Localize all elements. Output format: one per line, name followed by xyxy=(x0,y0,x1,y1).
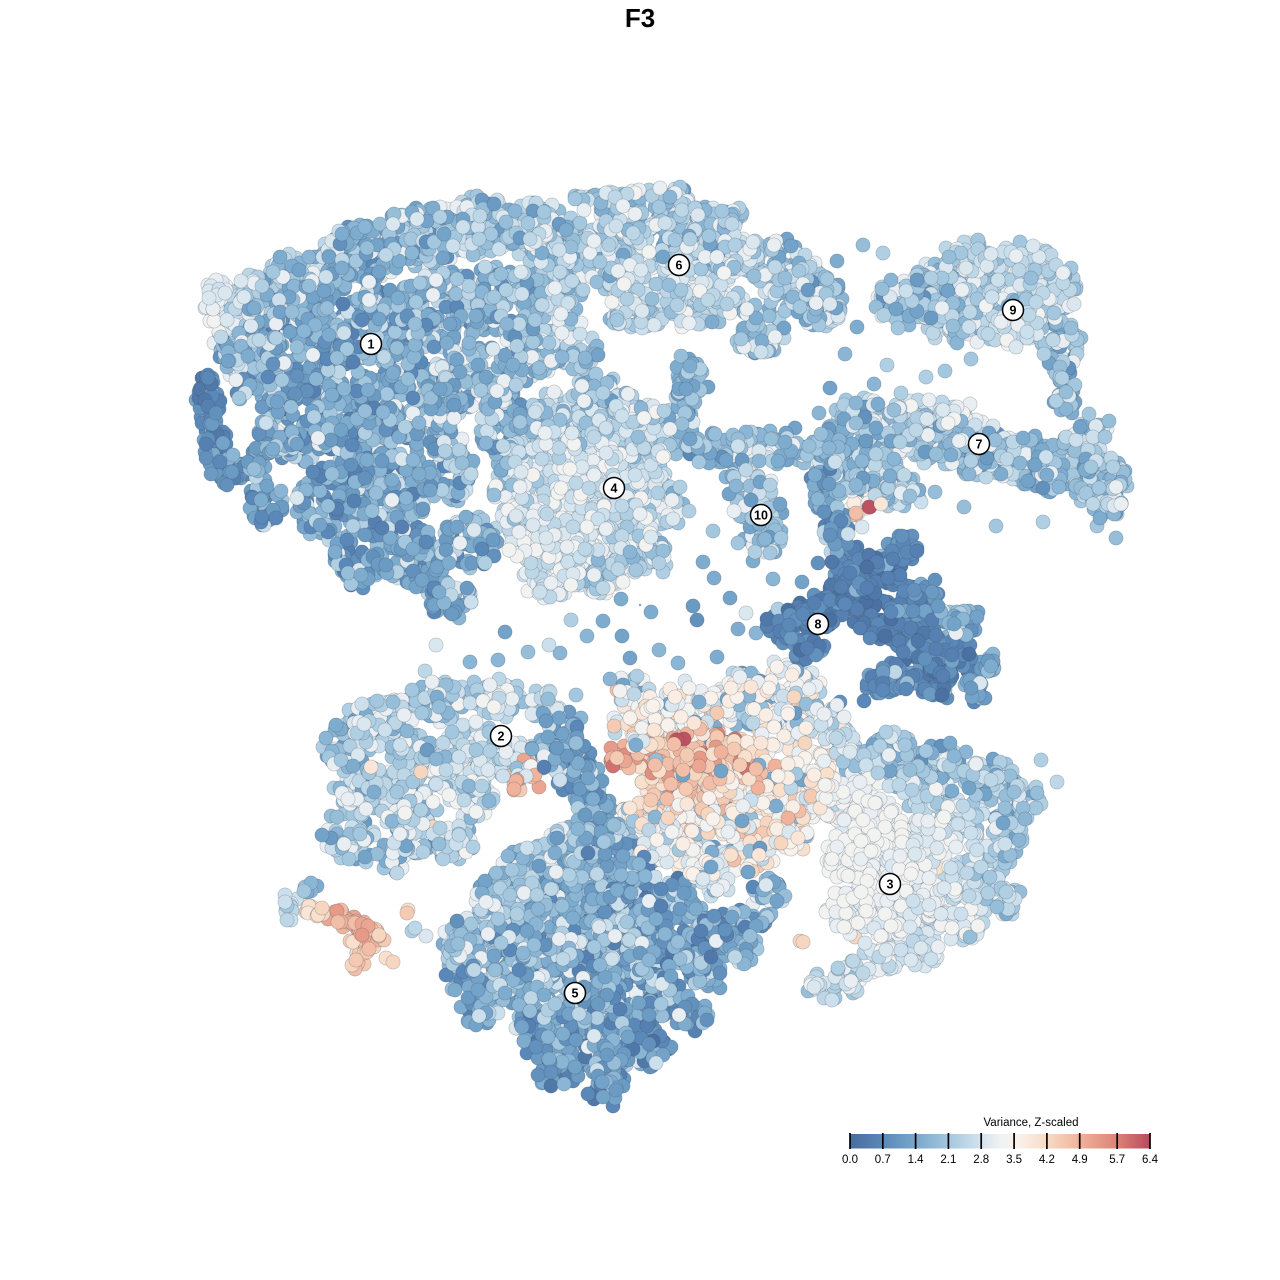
svg-text:F3: F3 xyxy=(625,3,655,33)
